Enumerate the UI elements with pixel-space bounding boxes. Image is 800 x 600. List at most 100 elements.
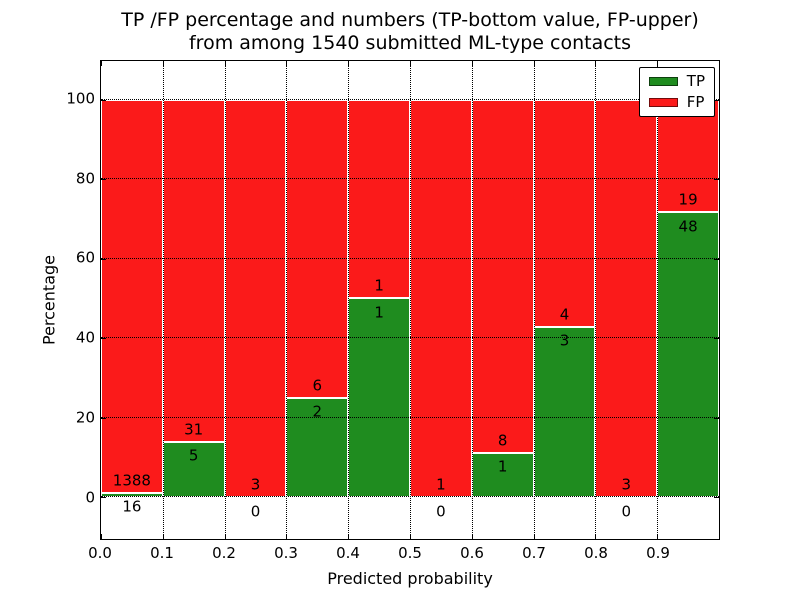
- fp-color-swatch: [648, 98, 678, 107]
- x-tick-label: 0.7: [522, 544, 546, 562]
- fp-count-label: 1: [374, 276, 384, 295]
- tp-count-label: 16: [122, 497, 142, 516]
- tp-count-label: 0: [436, 502, 446, 521]
- bar-fp-segment: [224, 99, 287, 498]
- x-tick-mark: [533, 61, 535, 66]
- bar-tp-segment: [657, 212, 719, 498]
- bar-fp-segment: [471, 99, 534, 454]
- x-tick-mark: [348, 534, 350, 539]
- y-tick-label: 40: [75, 328, 95, 347]
- fp-count-label: 19: [678, 190, 698, 209]
- y-tick-mark: [101, 258, 106, 260]
- vertical-gridline: [224, 61, 226, 539]
- x-tick-mark: [595, 534, 597, 539]
- y-tick-mark: [714, 417, 719, 419]
- x-tick-mark: [162, 61, 164, 66]
- fp-count-label: 3: [250, 475, 261, 494]
- tp-count-label: 5: [188, 446, 199, 465]
- bar-tp-segment: [533, 326, 596, 498]
- y-tick-label: 60: [75, 248, 95, 267]
- bar-tp-segment: [348, 298, 410, 498]
- y-tick-label: 20: [75, 408, 95, 427]
- x-tick-label: 0.5: [398, 544, 422, 562]
- vertical-gridline: [657, 61, 659, 539]
- x-tick-mark: [657, 61, 659, 66]
- bar-fp-segment: [162, 99, 225, 443]
- tp-count-label: 1: [497, 457, 508, 476]
- x-tick-mark: [162, 534, 164, 539]
- chart-title-line1: TP /FP percentage and numbers (TP-bottom…: [121, 9, 699, 31]
- y-tick-mark: [714, 338, 719, 340]
- y-tick-mark: [101, 338, 106, 340]
- x-tick-mark: [719, 534, 720, 539]
- bar-fp-segment: [101, 99, 163, 493]
- x-axis-label: Predicted probability: [327, 569, 493, 588]
- fp-count-label: 6: [312, 376, 323, 395]
- bar-fp-segment: [348, 99, 410, 299]
- x-tick-label: 0.8: [584, 544, 608, 562]
- y-tick-mark: [101, 497, 106, 499]
- x-tick-mark: [224, 534, 226, 539]
- tp-count-label: 1: [374, 303, 384, 322]
- legend-item-fp: FP: [648, 93, 705, 111]
- x-tick-mark: [286, 534, 288, 539]
- plot-area: TP FP 1388 16 31 5 3 0 6 2 1 1 1 0 8 1 4 3 3 0 19 48: [100, 60, 720, 540]
- fp-count-label: 4: [559, 305, 570, 324]
- legend-label-fp: FP: [686, 93, 705, 111]
- legend-item-tp: TP: [648, 74, 705, 89]
- tp-count-label: 0: [250, 502, 261, 521]
- x-tick-label: 0.0: [88, 544, 112, 562]
- vertical-gridline: [595, 61, 597, 539]
- legend: TP FP: [638, 67, 715, 117]
- x-tick-mark: [101, 534, 102, 539]
- x-tick-mark: [533, 534, 535, 539]
- tp-count-label: 0: [621, 502, 632, 521]
- x-tick-mark: [224, 61, 226, 66]
- x-tick-mark: [348, 61, 350, 66]
- x-tick-label: 0.6: [460, 544, 484, 562]
- tp-count-label: 3: [559, 331, 570, 350]
- y-tick-label: 0: [85, 488, 95, 507]
- vertical-gridline: [410, 61, 411, 539]
- bar-fp-segment: [533, 99, 596, 327]
- x-tick-mark: [286, 61, 288, 66]
- vertical-gridline: [286, 61, 288, 539]
- vertical-gridline: [162, 61, 164, 539]
- x-tick-label: 0.2: [212, 544, 236, 562]
- x-tick-mark: [101, 61, 102, 66]
- x-tick-mark: [595, 61, 597, 66]
- chart-title: TP /FP percentage and numbers (TP-bottom…: [100, 9, 720, 55]
- x-tick-label: 0.1: [150, 544, 174, 562]
- y-tick-mark: [714, 497, 719, 499]
- x-tick-mark: [657, 534, 659, 539]
- y-tick-label: 100: [66, 89, 95, 108]
- y-tick-mark: [714, 99, 719, 101]
- y-tick-mark: [714, 179, 719, 181]
- chart-title-line2: from among 1540 submitted ML-type contac…: [188, 32, 632, 54]
- y-tick-mark: [101, 99, 106, 101]
- vertical-gridline: [533, 61, 535, 539]
- bar-fp-segment: [595, 99, 658, 498]
- vertical-gridline: [471, 61, 473, 539]
- x-tick-label: 0.4: [336, 544, 360, 562]
- tp-color-swatch: [648, 77, 678, 86]
- fp-count-label: 3: [621, 475, 632, 494]
- fp-count-label: 8: [497, 431, 508, 450]
- x-tick-mark: [410, 61, 411, 66]
- y-tick-labels: 0 20 40 60 80 100: [0, 60, 95, 540]
- y-tick-mark: [714, 258, 719, 260]
- tp-count-label: 48: [678, 217, 698, 236]
- fp-count-label: 1388: [112, 471, 151, 490]
- x-tick-mark: [471, 534, 473, 539]
- bar-fp-segment: [657, 99, 719, 213]
- y-tick-mark: [101, 417, 106, 419]
- fp-count-label: 31: [184, 420, 204, 439]
- bar-fp-segment: [286, 99, 349, 398]
- x-tick-mark: [410, 534, 411, 539]
- bar-fp-segment: [410, 99, 472, 498]
- x-tick-labels: 0.0 0.1 0.2 0.3 0.4 0.5 0.6 0.7 0.8 0.9: [88, 544, 720, 564]
- x-tick-label: 0.9: [646, 544, 670, 562]
- x-tick-mark: [719, 61, 720, 66]
- x-tick-mark: [471, 61, 473, 66]
